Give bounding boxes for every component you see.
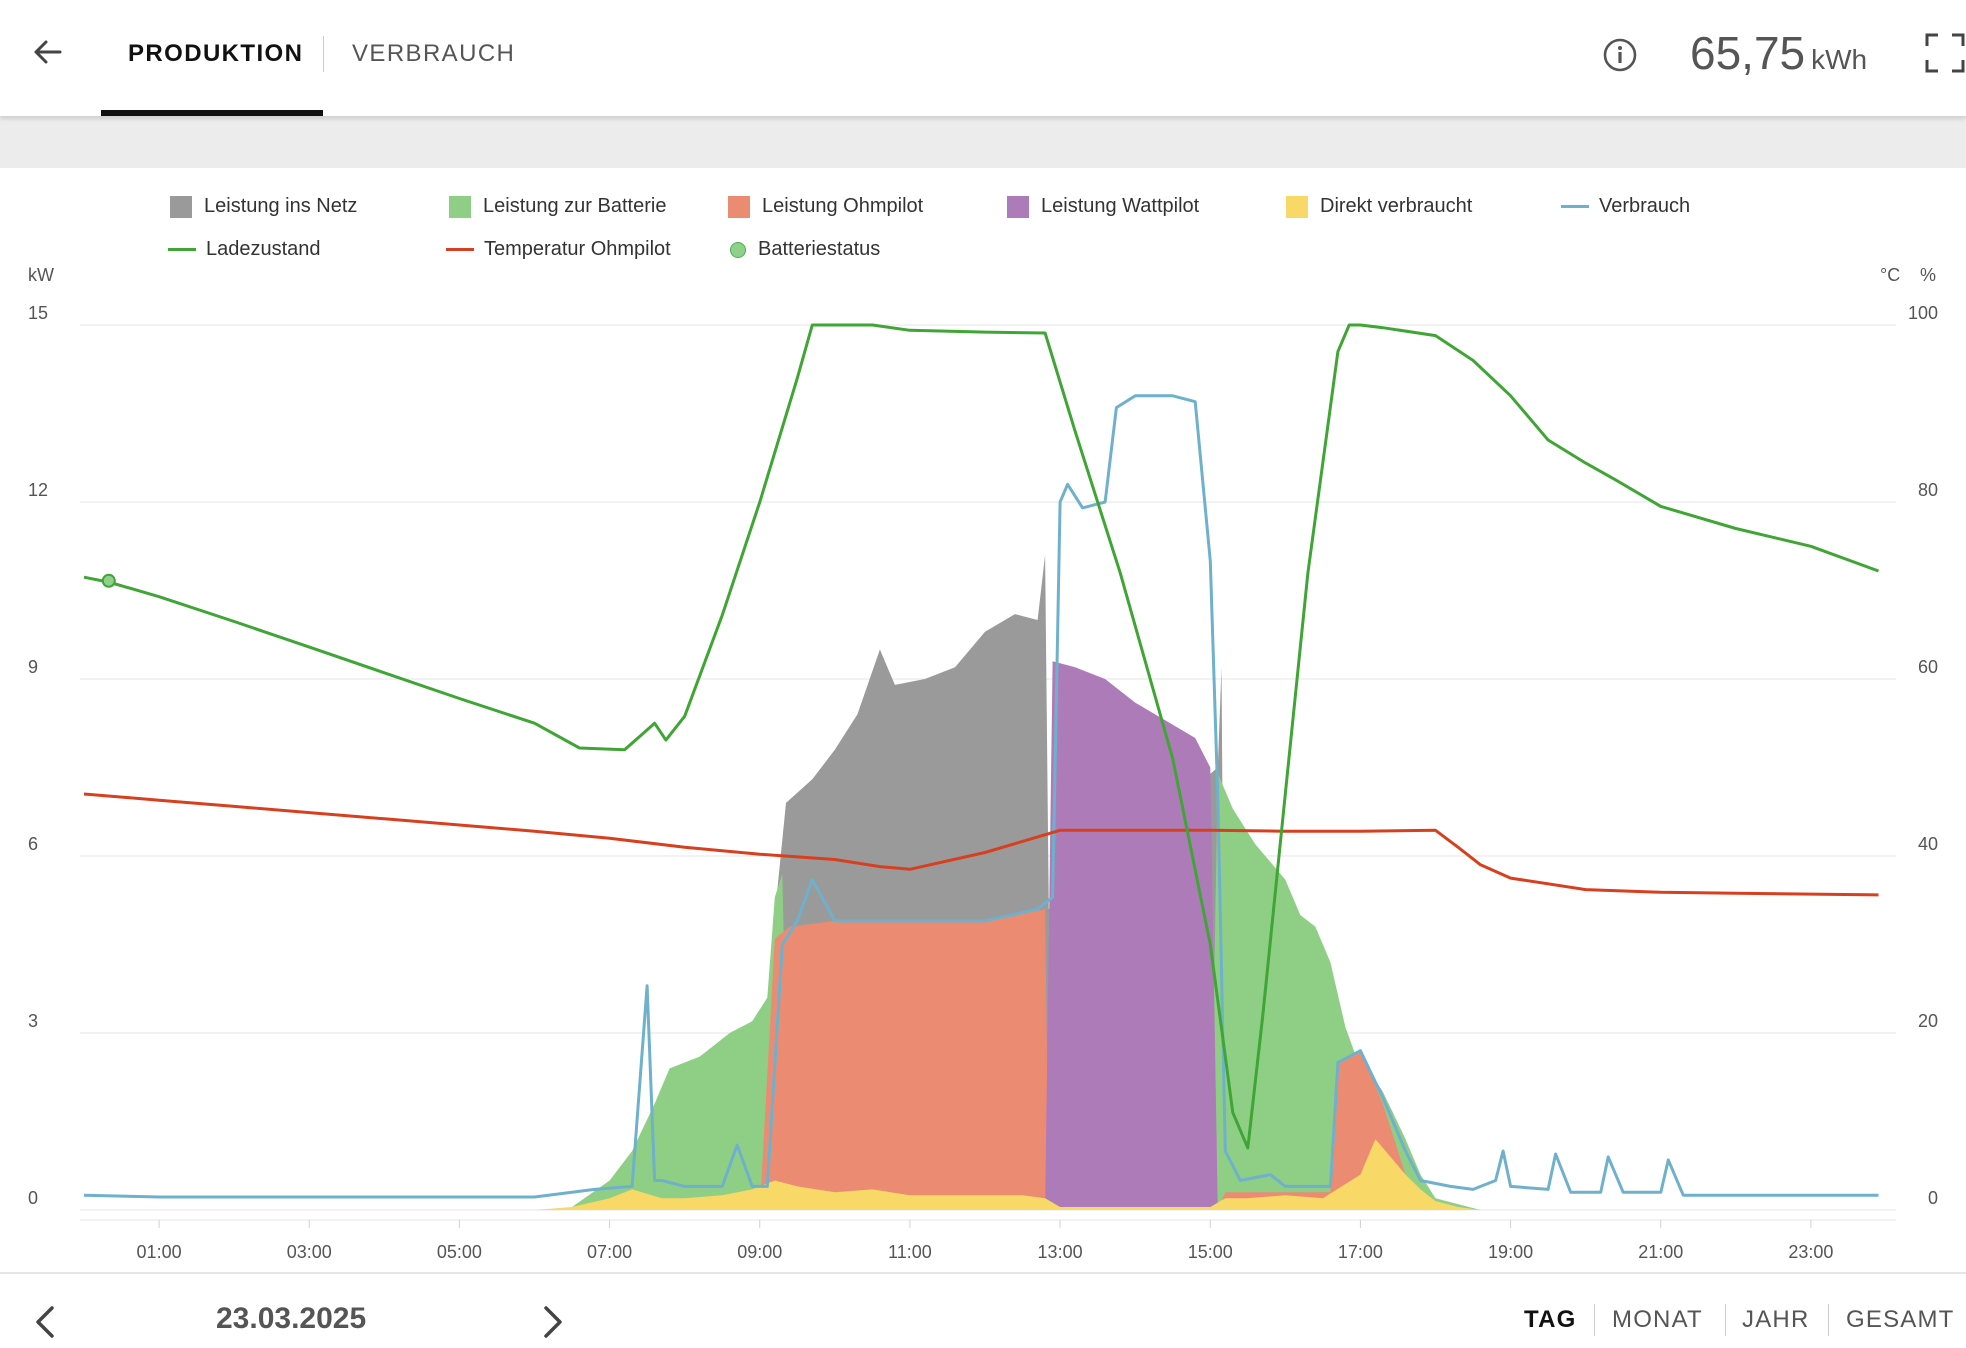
left-axis-unit: kW <box>28 265 54 285</box>
current-date[interactable]: 23.03.2025 <box>216 1302 367 1335</box>
x-tick-label: 15:00 <box>1188 1242 1233 1262</box>
legend-label: Leistung ins Netz <box>204 195 358 217</box>
legend-marker <box>730 241 746 258</box>
x-tick-label: 03:00 <box>287 1242 332 1262</box>
right-axis-unit-percent: % <box>1920 265 1936 285</box>
legend-line <box>446 248 474 251</box>
legend-swatch <box>1007 195 1029 218</box>
left-tick-label: 15 <box>28 303 48 323</box>
right-tick-label: 0 <box>1928 1188 1938 1208</box>
legend-item-leistung-zur-batterie[interactable]: Leistung zur Batterie <box>449 195 666 218</box>
marker-series <box>101 573 116 588</box>
top-bar: PRODUKTION VERBRAUCH 65,75 kWh <box>0 0 1966 116</box>
tab-divider <box>323 36 324 72</box>
fullscreen-icon[interactable] <box>1924 32 1966 74</box>
legend-label: Direkt verbraucht <box>1320 195 1473 217</box>
legend-item-leistung-ins-netz[interactable]: Leistung ins Netz <box>170 195 357 218</box>
area-direkt-verbraucht <box>534 1139 1481 1210</box>
left-tick-label: 12 <box>28 480 48 500</box>
period-gesamt[interactable]: GESAMT <box>1846 1306 1955 1333</box>
legend-label: Verbrauch <box>1599 195 1691 217</box>
x-tick-label: 21:00 <box>1638 1242 1683 1262</box>
legend-label: Temperatur Ohmpilot <box>484 238 671 260</box>
x-tick-label: 17:00 <box>1338 1242 1383 1262</box>
x-tick-label: 13:00 <box>1038 1242 1083 1262</box>
energy-chart: kW °C % 0 3 6 9 12 15 0 20 40 60 80 100 01:00 03:00 05… <box>28 265 1938 1262</box>
legend-item-temperatur-ohmpilot[interactable]: Temperatur Ohmpilot <box>446 238 671 261</box>
period-jahr[interactable]: JAHR <box>1742 1306 1810 1333</box>
info-icon[interactable] <box>1602 37 1638 73</box>
right-tick-label: 40 <box>1918 834 1938 854</box>
legend-label: Ladezustand <box>206 238 321 260</box>
period-tag[interactable]: TAG <box>1524 1306 1577 1333</box>
x-tick-label: 23:00 <box>1788 1242 1833 1262</box>
right-tick-label: 20 <box>1918 1011 1938 1031</box>
tab-verbrauch[interactable]: VERBRAUCH <box>352 40 516 67</box>
legend-label: Leistung Wattpilot <box>1041 195 1200 217</box>
left-tick-label: 9 <box>28 657 38 677</box>
axis-labels: kW °C % 0 3 6 9 12 15 0 20 40 60 80 100 01:00 03:00 05… <box>28 265 1938 1262</box>
legend-label: Leistung Ohmpilot <box>762 195 924 217</box>
x-tick-label: 11:00 <box>888 1242 932 1262</box>
left-tick-label: 3 <box>28 1011 38 1031</box>
x-tick-label: 01:00 <box>137 1242 182 1262</box>
legend-swatch <box>1286 195 1308 218</box>
next-day-chevron-icon[interactable] <box>534 1302 570 1342</box>
legend-label: Leistung zur Batterie <box>483 195 667 217</box>
right-axis-unit-temperature: °C <box>1880 265 1900 285</box>
date-navigation-bar: 23.03.2025 TAG MONAT JAHR GESAMT <box>0 1272 1966 1348</box>
area-series <box>534 555 1481 1210</box>
legend-item-batteriestatus[interactable]: Batteriestatus <box>730 238 880 261</box>
line-temperatur-ohmpilot <box>83 792 1879 897</box>
total-energy-unit: kWh <box>1811 44 1868 75</box>
back-arrow-icon[interactable] <box>26 30 70 74</box>
area-leistung-wattpilot <box>1045 661 1218 1210</box>
legend-swatch <box>170 195 192 218</box>
legend-line <box>1561 205 1589 208</box>
legend-swatch <box>728 195 750 218</box>
period-divider <box>1828 1304 1829 1336</box>
legend-item-leistung-wattpilot[interactable]: Leistung Wattpilot <box>1007 195 1199 218</box>
legend-item-ladezustand[interactable]: Ladezustand <box>168 238 321 261</box>
right-tick-label: 60 <box>1918 657 1938 677</box>
legend-line <box>168 248 196 251</box>
left-tick-label: 0 <box>28 1188 38 1208</box>
x-tick-label: 19:00 <box>1488 1242 1533 1262</box>
tab-produktion[interactable]: PRODUKTION <box>128 40 304 67</box>
total-energy: 65,75 kWh <box>1690 26 1867 80</box>
active-tab-indicator <box>101 110 323 116</box>
legend-swatch <box>449 195 471 218</box>
line-series <box>83 323 1880 1199</box>
legend-label: Batteriestatus <box>758 238 881 260</box>
line-verbrauch <box>83 394 1879 1199</box>
x-tick-label: 07:00 <box>587 1242 632 1262</box>
line-ladezustand <box>83 323 1880 1150</box>
right-tick-label: 80 <box>1918 480 1938 500</box>
x-tick-label: 05:00 <box>437 1242 482 1262</box>
toolbar-spacer <box>0 116 1966 168</box>
period-divider <box>1594 1304 1595 1336</box>
x-tick-label: 09:00 <box>737 1242 782 1262</box>
right-tick-label: 100 <box>1908 303 1938 323</box>
period-monat[interactable]: MONAT <box>1612 1306 1703 1333</box>
previous-day-chevron-icon[interactable] <box>28 1302 64 1342</box>
legend-item-verbrauch[interactable]: Verbrauch <box>1561 195 1690 218</box>
battery-status-marker[interactable] <box>101 573 116 588</box>
chart-legend: Leistung ins Netz Leistung zur Batterie … <box>0 195 1966 275</box>
period-divider <box>1725 1304 1726 1336</box>
legend-item-direkt-verbraucht[interactable]: Direkt verbraucht <box>1286 195 1472 218</box>
total-energy-value: 65,75 <box>1690 27 1806 79</box>
left-tick-label: 6 <box>28 834 38 854</box>
legend-item-leistung-ohmpilot[interactable]: Leistung Ohmpilot <box>728 195 923 218</box>
